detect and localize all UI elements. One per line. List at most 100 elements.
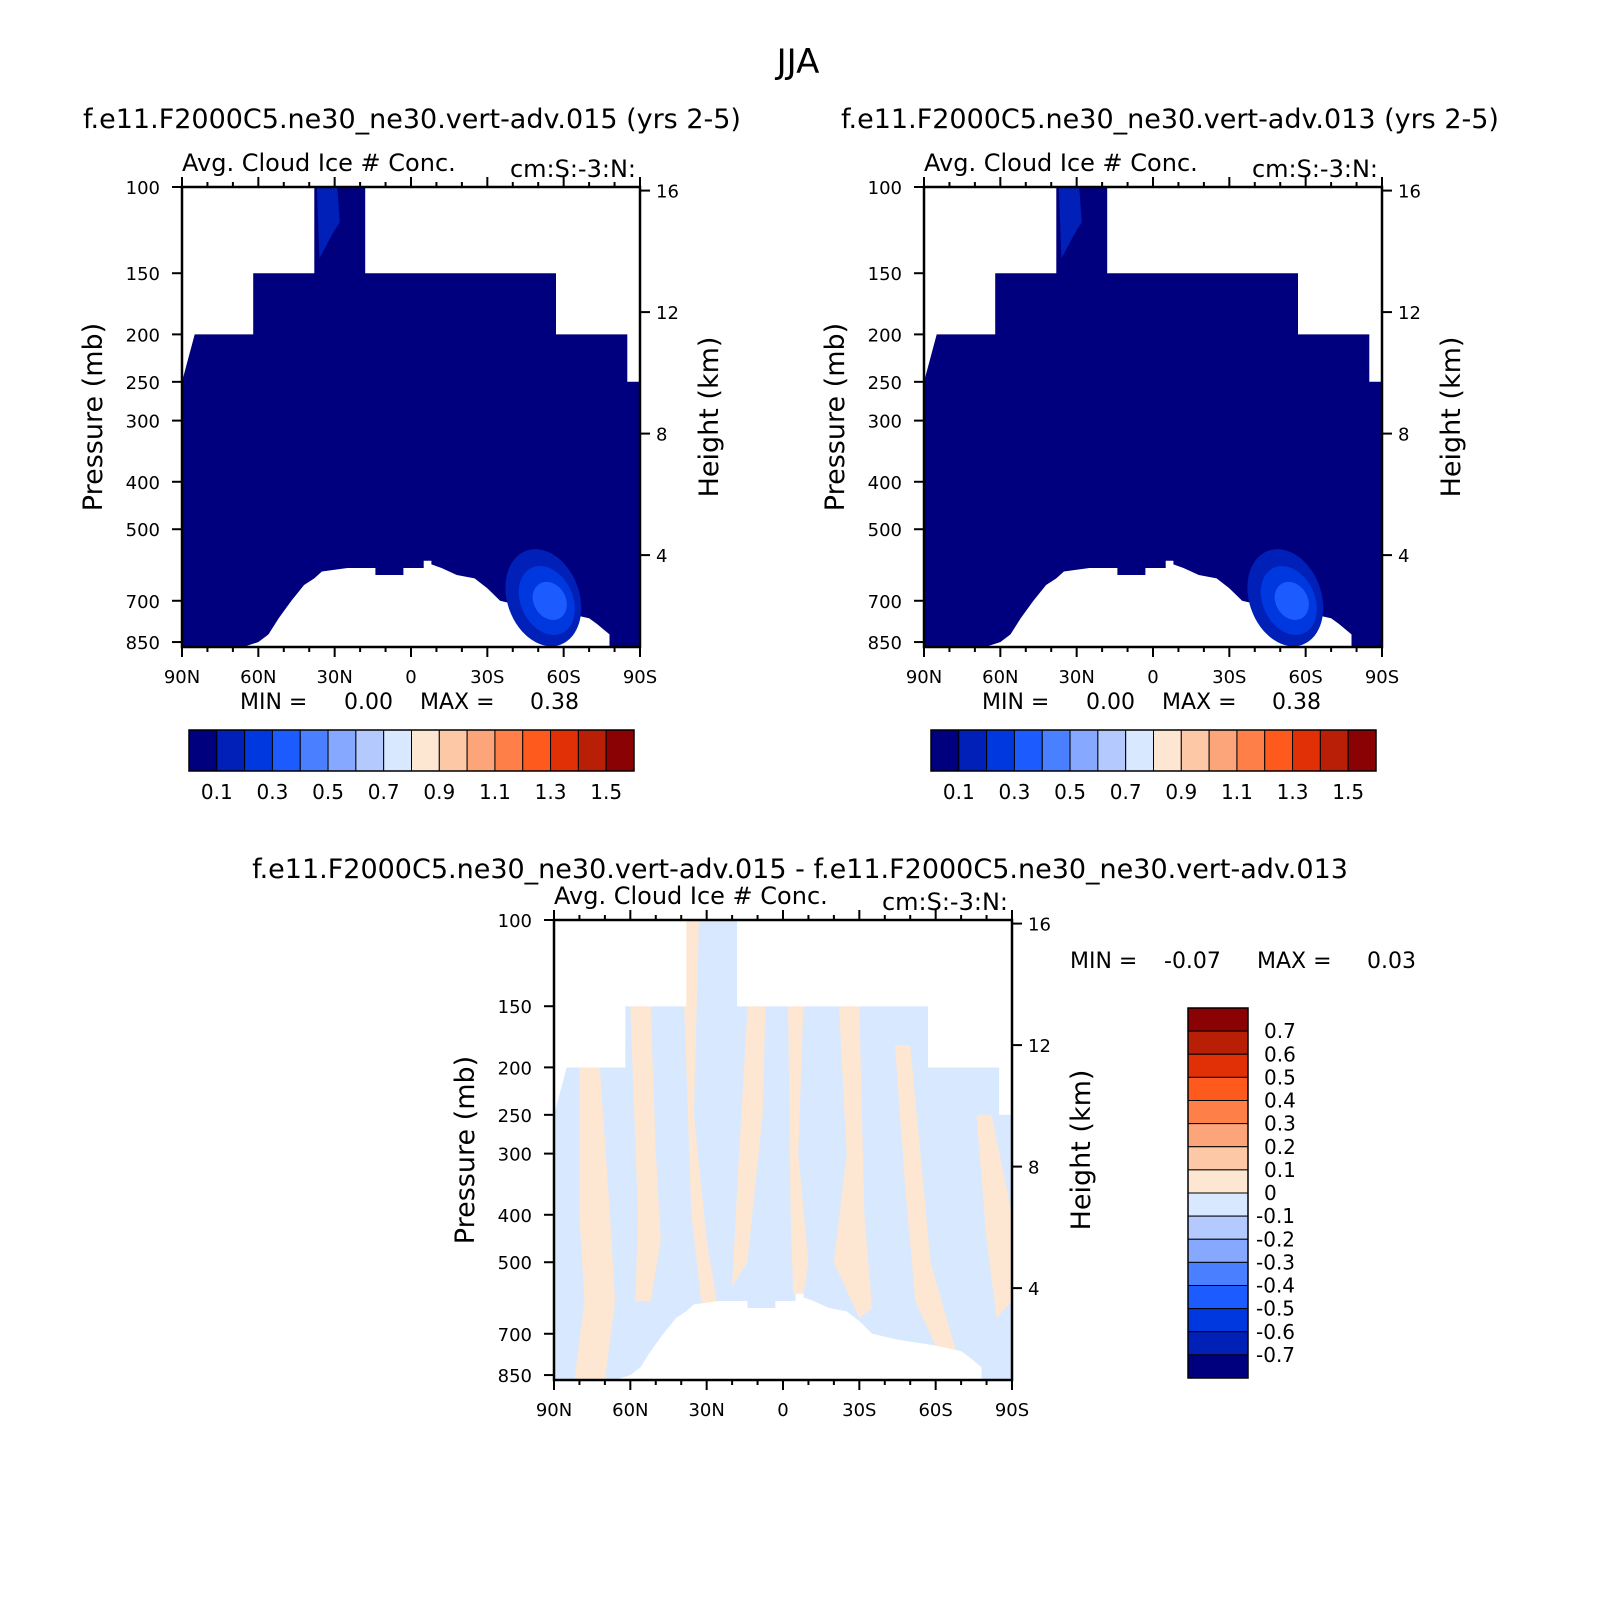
- colorbar-label: -0.3: [1256, 1250, 1295, 1274]
- x-tick-label: 90S: [995, 1400, 1029, 1421]
- colorbar-label: 0.7: [368, 780, 400, 804]
- colorbar-swatch: [466, 729, 496, 772]
- units-label: cm:S:-3:N:: [882, 888, 1008, 916]
- colorbar-swatch: [438, 729, 468, 772]
- y-tick-label: 250: [126, 373, 160, 394]
- colorbar-swatch: [577, 729, 607, 772]
- y-tick-label: 150: [868, 264, 902, 285]
- case-title-p3: f.e11.F2000C5.ne30_ne30.vert-adv.015 - f…: [252, 854, 1348, 885]
- y-tick-label: 700: [126, 592, 160, 613]
- colorbar-frame: [1187, 1007, 1249, 1379]
- y-tick-label: 400: [498, 1206, 532, 1227]
- colorbar-label: -0.2: [1256, 1227, 1295, 1251]
- y-axis-label-right: Height (km): [1066, 1070, 1097, 1231]
- colorbar-swatch: [188, 729, 218, 772]
- colorbar-label: 0.5: [312, 780, 344, 804]
- y-tick-label: 100: [498, 911, 532, 932]
- contour-blob-upper: [1058, 187, 1082, 259]
- colorbar-swatch: [1187, 1192, 1249, 1217]
- y-tick-label: 500: [498, 1253, 532, 1274]
- right-tick-label: 16: [656, 182, 679, 203]
- right-tick-label: 8: [656, 425, 667, 446]
- colorbar-swatch: [299, 729, 329, 772]
- colorbar-swatch: [1187, 1261, 1249, 1286]
- topography-mask: [554, 920, 1012, 1380]
- y-axis-label-right: Height (km): [1436, 337, 1467, 498]
- right-tick-label: 12: [1028, 1036, 1051, 1057]
- x-tick-label: 90N: [164, 667, 200, 688]
- colorbar-swatch: [1180, 729, 1210, 772]
- right-tick-label: 12: [656, 303, 679, 324]
- x-tick-label: 90S: [623, 667, 657, 688]
- colorbar-swatch: [271, 729, 301, 772]
- colorbar-label: 0.7: [1110, 780, 1142, 804]
- y-tick-label: 850: [126, 633, 160, 654]
- field-1: [182, 187, 640, 647]
- colorbar-swatch: [1187, 1030, 1249, 1055]
- right-tick-label: 8: [1028, 1158, 1039, 1179]
- right-tick-label: 16: [1398, 182, 1421, 203]
- colorbar-swatch: [1187, 1100, 1249, 1125]
- x-tick-label: 90N: [536, 1400, 572, 1421]
- colorbar-swatch: [1319, 729, 1349, 772]
- data-region: [182, 187, 640, 647]
- contour-positive-7: [732, 920, 768, 1287]
- x-tick-label: 30S: [842, 1400, 876, 1421]
- colorbar-swatch: [411, 729, 440, 772]
- panel-title: Avg. Cloud Ice # Conc.: [182, 149, 456, 177]
- colorbar-swatch: [1187, 1076, 1249, 1101]
- x-tick-label: 60N: [612, 1400, 648, 1421]
- data-region: [924, 187, 1382, 647]
- colorbar-swatch: [383, 729, 412, 772]
- colorbar-frame: [930, 729, 1377, 772]
- colorbar-swatch: [1187, 1354, 1249, 1379]
- colorbar-swatch: [1187, 1169, 1249, 1194]
- y-tick-label: 200: [868, 325, 902, 346]
- y-tick-label: 500: [868, 520, 902, 541]
- colorbar-label: -0.6: [1256, 1320, 1295, 1344]
- y-tick-label: 200: [126, 325, 160, 346]
- colorbar-label: 0.9: [423, 780, 455, 804]
- colorbar-swatch: [1187, 1285, 1249, 1310]
- min-value: -0.07: [1164, 949, 1221, 974]
- contour-positive-0: [574, 1067, 616, 1380]
- colorbar-swatch: [930, 729, 960, 772]
- colorbar-swatch: [1187, 1146, 1249, 1171]
- y-tick-label: 150: [126, 264, 160, 285]
- y-axis-label-right: Height (km): [694, 337, 725, 498]
- colorbar-label: -0.4: [1256, 1274, 1295, 1298]
- y-tick-label: 700: [498, 1325, 532, 1346]
- data-region: [554, 920, 1012, 1380]
- y-tick-label: 700: [868, 592, 902, 613]
- right-tick-label: 4: [1398, 546, 1409, 567]
- colorbar-swatch: [1187, 1053, 1249, 1078]
- colorbar-swatch: [1264, 729, 1294, 772]
- colorbar-label: -0.7: [1256, 1343, 1295, 1367]
- colorbar-swatch: [494, 729, 524, 772]
- panel-p2: Avg. Cloud Ice # Conc. cm:S:-3:N: 90N 60N 30…: [820, 149, 1467, 804]
- colorbar-label: 1.1: [479, 780, 511, 804]
- right-tick-label: 8: [1398, 425, 1409, 446]
- right-tick-label: 4: [656, 546, 667, 567]
- colorbar-label: 0.4: [1264, 1089, 1296, 1113]
- contour-positive-1: [630, 1006, 661, 1301]
- colorbar-swatch: [1187, 1215, 1249, 1240]
- colorbar-swatch: [1125, 729, 1154, 772]
- contour-positive-4: [833, 1006, 873, 1318]
- right-tick-label: 16: [1028, 915, 1051, 936]
- colorbar-frame: [188, 729, 635, 772]
- panel-p3: Avg. Cloud Ice # Conc. cm:S:-3:N: 90N 60N 30…: [450, 882, 1416, 1421]
- y-tick-label: 300: [868, 412, 902, 433]
- max-label: MAX =: [1162, 690, 1237, 715]
- colorbar-label: 0.3: [257, 780, 289, 804]
- colorbar-label: 0.3: [1264, 1112, 1296, 1136]
- colorbar-label: 0: [1264, 1181, 1277, 1205]
- contour-max-3: [532, 581, 567, 620]
- contour-max-3: [1274, 581, 1309, 620]
- max-label: MAX =: [420, 690, 495, 715]
- colorbar-label: 0.2: [1264, 1135, 1296, 1159]
- y-tick-label: 100: [868, 178, 902, 199]
- colorbar-swatch: [1236, 729, 1266, 772]
- colorbar-swatch: [522, 729, 552, 772]
